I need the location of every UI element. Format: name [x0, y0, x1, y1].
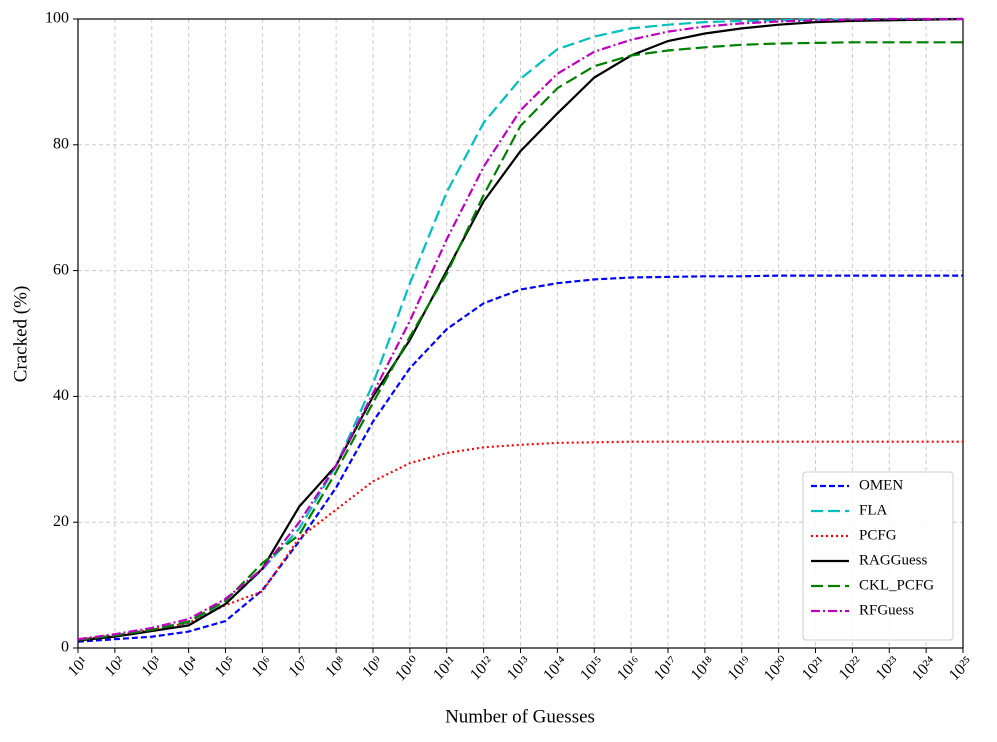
x-tick-label: 10¹⁰	[392, 653, 423, 684]
x-tick-label: 10²²	[836, 653, 866, 683]
line	[77, 17, 964, 642]
y-tick-label: 80	[53, 135, 69, 152]
x-tick-label: 10⁸	[322, 653, 349, 680]
x-tick-label: 10¹⁹	[725, 653, 756, 684]
x-tick-label: 10²³	[873, 653, 903, 683]
x-tick-label: 10²⁵	[946, 653, 977, 684]
x-tick-label: 10¹⁷	[651, 653, 682, 684]
x-tick-label: 10¹⁶	[614, 653, 645, 684]
x-tick-label: 10⁹	[359, 653, 387, 681]
y-tick-label: 40	[53, 387, 69, 404]
x-tick-label: 10¹⁵	[577, 653, 608, 684]
legend-label: RFGuess	[859, 602, 914, 618]
plot-frame	[77, 18, 964, 649]
x-tick-label: 10⁵	[212, 653, 239, 680]
y-tick-label: 60	[53, 261, 69, 278]
x-tick-label: 10⁶	[249, 653, 276, 680]
y-tick-label: 0	[61, 639, 69, 656]
line	[77, 17, 963, 641]
y-tick-label: 100	[45, 10, 69, 27]
x-tick-label: 10³	[138, 653, 165, 680]
y-tick-label: 20	[53, 513, 69, 530]
legend-label: PCFG	[859, 527, 897, 543]
x-axis-label: Number of Guesses	[445, 706, 595, 727]
legend: OMEN FLA PCFG RAGGuess CKL_PCFG RFGuess	[802, 471, 954, 641]
x-tick-label: 10¹³	[504, 653, 534, 683]
legend-box	[802, 471, 954, 641]
legend-label: OMEN	[859, 477, 903, 493]
x-tick-label: 10²⁰	[761, 653, 792, 684]
x-tick-label: 10²⁴	[909, 653, 940, 684]
x-tick-label: 10²	[102, 653, 129, 680]
x-tick-label: 10¹⁴	[540, 653, 571, 684]
y-axis-label: Cracked (%)	[10, 286, 31, 383]
x-tick-label: 10⁴	[175, 653, 203, 681]
x-tick-label: 10⁷	[285, 653, 312, 680]
x-tick-label: 10²¹	[799, 653, 829, 683]
legend-label: CKL_PCFG	[859, 577, 934, 593]
line	[77, 41, 963, 641]
x-tick-label: 10¹	[65, 653, 92, 680]
x-tick-label: 10¹⁸	[688, 653, 719, 684]
legend-label: RAGGuess	[859, 552, 927, 568]
x-tick-label: 10¹¹	[430, 653, 460, 683]
x-tick-label: 10¹²	[467, 653, 497, 683]
line	[77, 274, 963, 643]
legend-label: FLA	[859, 502, 888, 518]
